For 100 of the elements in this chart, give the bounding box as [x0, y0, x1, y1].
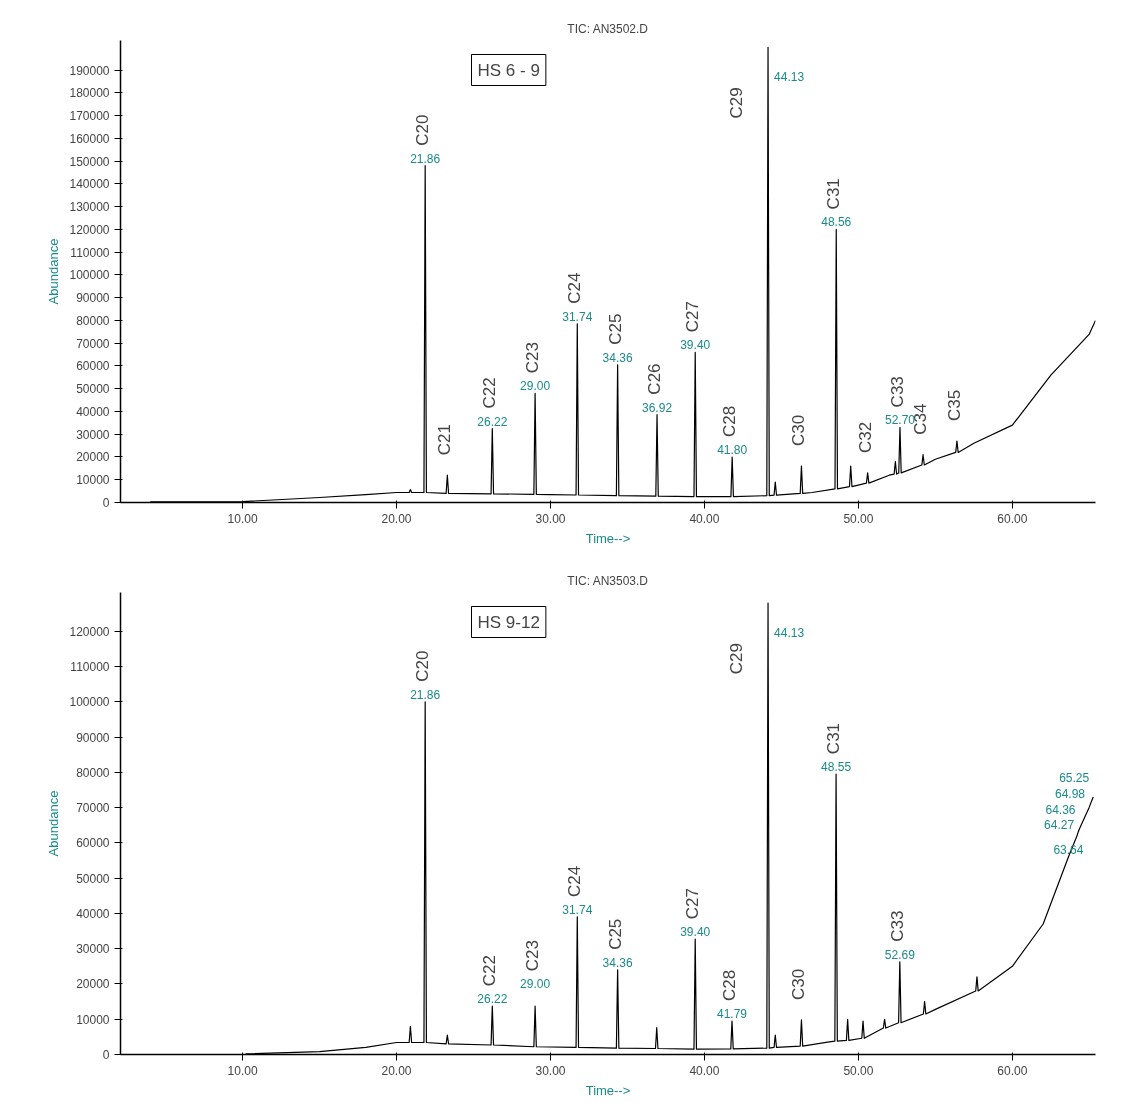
annotation: C29: [727, 643, 747, 675]
annotation: C20: [413, 650, 433, 682]
annotation: C20: [413, 114, 433, 146]
y-tick-label: 40000: [76, 906, 110, 921]
annotation: 41.79: [717, 1007, 748, 1021]
annotation: 29.00: [520, 379, 551, 394]
y-tick-label: 70000: [76, 801, 110, 816]
x-tick-label: 60.00: [997, 1063, 1028, 1078]
y-tick-label: 0: [102, 1048, 110, 1062]
y-tick-label: 10000: [76, 1012, 110, 1027]
y-tick-label: 150000: [69, 154, 110, 169]
y-axis-title: Abundance: [46, 238, 62, 305]
annotation: 48.55: [821, 760, 852, 775]
annotation: 31.74: [562, 902, 593, 917]
annotation: 64.98: [1055, 786, 1086, 801]
annotation: C33: [887, 376, 907, 408]
annotation: C30: [789, 968, 809, 1000]
x-tick-label: 20.00: [381, 1063, 412, 1078]
annotation: 65.25: [1059, 771, 1090, 786]
annotation: C32: [855, 421, 875, 453]
annotation: C25: [605, 313, 625, 345]
y-tick-label: 180000: [69, 86, 110, 101]
annotation: C22: [480, 377, 500, 409]
y-tick-label: 170000: [69, 109, 110, 124]
x-axis-title: Time-->: [585, 1082, 631, 1098]
annotation: 34.36: [602, 955, 633, 970]
annotation: C28: [720, 969, 740, 1001]
y-tick-label: 110000: [70, 245, 110, 260]
annotation: C33: [887, 910, 907, 942]
x-tick-label: 50.00: [843, 1063, 874, 1078]
x-tick-label: 50.00: [843, 511, 874, 526]
y-tick-label: 190000: [69, 63, 110, 78]
x-tick-label: 30.00: [535, 511, 566, 526]
y-tick-label: 10000: [76, 473, 110, 488]
annotation: 39.40: [680, 338, 711, 353]
y-tick-label: 30000: [76, 427, 110, 442]
y-tick-label: 40000: [76, 404, 110, 419]
annotation: 31.74: [562, 309, 593, 324]
y-tick-label: 100000: [69, 695, 110, 710]
annotation: 39.40: [680, 925, 711, 940]
y-tick-label: 30000: [76, 942, 110, 957]
annotation: C27: [683, 887, 703, 920]
annotation: 26.22: [477, 992, 508, 1007]
annotation: C21: [435, 424, 455, 456]
y-tick-label: 20000: [76, 977, 110, 992]
y-tick-label: 70000: [76, 336, 110, 351]
y-tick-label: 120000: [69, 222, 110, 237]
annotation: 21.86: [410, 151, 441, 166]
x-tick-label: 10.00: [227, 511, 258, 526]
y-tick-label: 50000: [76, 382, 110, 397]
annotation: 44.13: [774, 70, 805, 85]
annotation: C22: [480, 955, 500, 987]
y-tick-label: 90000: [76, 291, 110, 306]
annotation: HS 9-12: [477, 612, 540, 632]
y-tick-label: 110000: [70, 660, 110, 675]
annotation: 34.36: [602, 350, 633, 365]
x-tick-label: 30.00: [535, 1063, 566, 1078]
y-tick-label: 50000: [76, 871, 110, 886]
chart-title: TIC: AN3502.D: [567, 21, 649, 36]
y-tick-label: 130000: [69, 200, 110, 215]
annotation: C35: [944, 389, 964, 422]
y-tick-label: 20000: [76, 450, 110, 465]
y-tick-label: 80000: [76, 765, 110, 780]
annotation: C24: [565, 865, 585, 897]
x-tick-label: 10.00: [227, 1063, 258, 1078]
annotation: C27: [683, 301, 703, 333]
annotation: 36.92: [642, 400, 673, 415]
annotation: 44.13: [774, 626, 805, 641]
annotation: C30: [789, 414, 809, 447]
annotation: C23: [523, 342, 543, 374]
y-tick-label: 0: [102, 496, 110, 510]
annotation: 64.36: [1045, 803, 1076, 818]
annotation: 26.22: [477, 414, 508, 429]
annotation: 64.27: [1044, 818, 1075, 833]
annotation: C28: [720, 405, 740, 437]
x-tick-label: 20.00: [381, 511, 412, 526]
annotation: 21.86: [410, 687, 441, 702]
y-tick-label: 90000: [76, 730, 110, 745]
annotation: C24: [565, 272, 585, 304]
annotation: C26: [645, 363, 665, 395]
chart-title: TIC: AN3503.D: [567, 573, 649, 588]
y-tick-label: 140000: [69, 177, 110, 192]
x-tick-label: 40.00: [689, 1063, 720, 1078]
annotation: C23: [523, 940, 543, 972]
annotation: 48.56: [821, 215, 852, 230]
annotation: HS 6 - 9: [477, 60, 540, 80]
y-axis-title: Abundance: [46, 790, 62, 857]
annotation: C31: [824, 722, 844, 755]
annotation: 41.80: [717, 442, 748, 457]
y-tick-label: 100000: [69, 268, 110, 283]
y-tick-label: 60000: [76, 359, 110, 374]
y-tick-label: 80000: [76, 313, 110, 328]
y-tick-label: 160000: [69, 131, 110, 146]
x-tick-label: 60.00: [997, 511, 1028, 526]
y-tick-label: 60000: [76, 836, 110, 851]
annotation: 52.69: [884, 947, 916, 962]
annotation: C25: [605, 918, 625, 950]
x-tick-label: 40.00: [689, 511, 720, 526]
x-axis-title: Time-->: [585, 530, 631, 546]
y-tick-label: 120000: [69, 624, 110, 639]
